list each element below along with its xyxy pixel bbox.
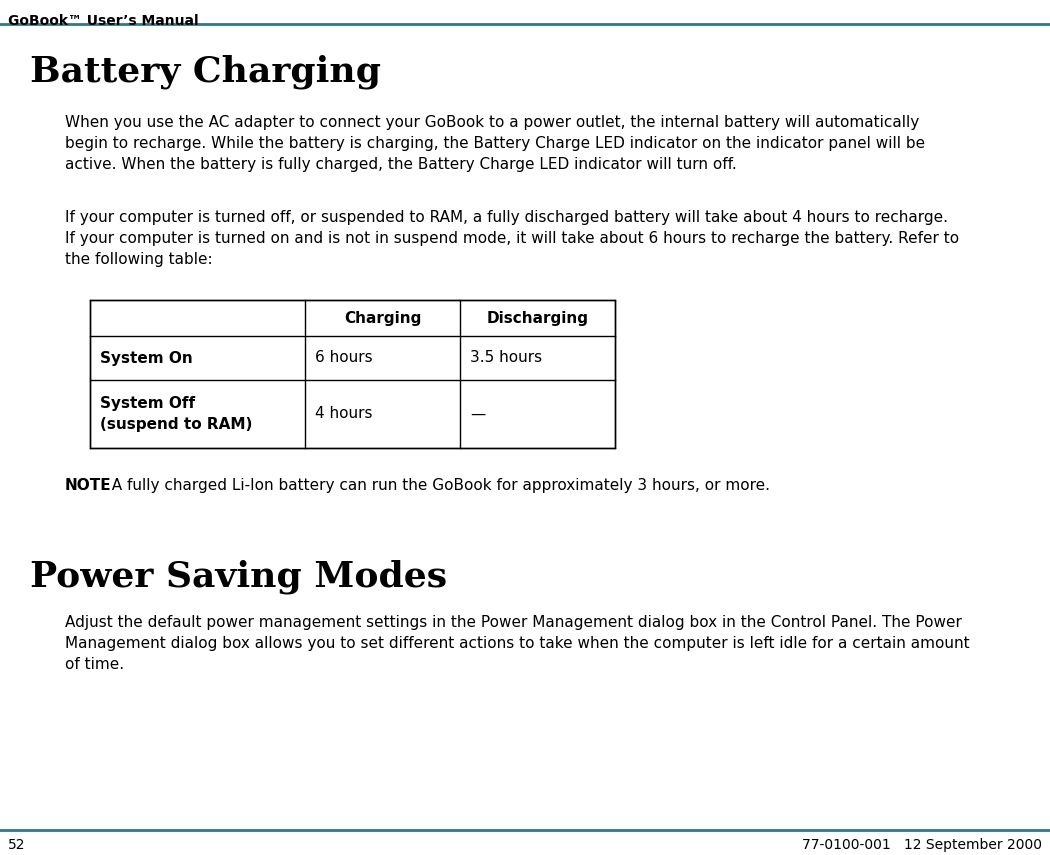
- Text: If your computer is turned off, or suspended to RAM, a fully discharged battery : If your computer is turned off, or suspe…: [65, 210, 959, 267]
- Text: Discharging: Discharging: [486, 310, 588, 326]
- Text: Adjust the default power management settings in the Power Management dialog box : Adjust the default power management sett…: [65, 615, 969, 672]
- Text: 77-0100-001   12 September 2000: 77-0100-001 12 September 2000: [802, 838, 1042, 852]
- Bar: [90, 300, 615, 448]
- Text: System Off
(suspend to RAM): System Off (suspend to RAM): [100, 396, 252, 432]
- Text: 6 hours: 6 hours: [315, 351, 373, 365]
- Text: System On: System On: [100, 351, 193, 365]
- Text: GoBook™ User’s Manual: GoBook™ User’s Manual: [8, 14, 198, 28]
- Text: 4 hours: 4 hours: [315, 406, 373, 422]
- Text: —: —: [470, 406, 485, 422]
- Text: Charging: Charging: [343, 310, 421, 326]
- Text: NOTE: NOTE: [65, 478, 111, 493]
- Text: Battery Charging: Battery Charging: [30, 55, 381, 90]
- Text: 3.5 hours: 3.5 hours: [470, 351, 542, 365]
- Text: When you use the AC adapter to connect your GoBook to a power outlet, the intern: When you use the AC adapter to connect y…: [65, 115, 925, 172]
- Text: A fully charged Li-Ion battery can run the GoBook for approximately 3 hours, or : A fully charged Li-Ion battery can run t…: [102, 478, 770, 493]
- Text: 52: 52: [8, 838, 25, 852]
- Text: Power Saving Modes: Power Saving Modes: [30, 560, 447, 594]
